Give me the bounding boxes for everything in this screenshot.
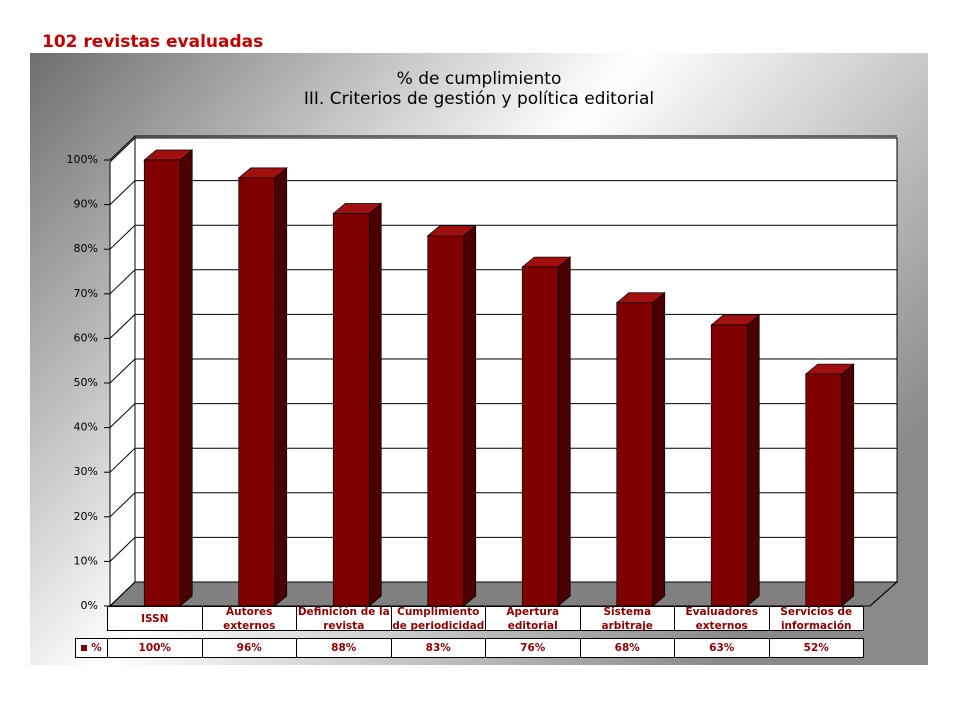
floor [108,581,899,607]
value-label: 88% [296,638,392,658]
y-tick-label: 60% [74,331,98,344]
x-tick-label: Autores externos [201,606,297,632]
y-tick-label: 30% [74,465,98,478]
grid-line [109,224,897,250]
y-tick-label: 90% [74,198,98,211]
y-tick-label: 20% [74,510,98,523]
x-tick-label: Apertura editorial [485,606,581,632]
value-label: 63% [674,638,770,658]
chart-title: % de cumplimiento [397,69,562,89]
value-label: 76% [485,638,581,658]
bar [427,235,465,607]
bar [710,324,748,607]
bar-side [274,167,288,607]
bar-side [652,291,666,607]
legend-swatch [81,645,88,651]
x-tick-label: Cumplimiento de periodicidad [390,605,486,632]
y-tick-label: 40% [74,421,98,434]
x-tick-label: Definición de la revista [296,605,392,632]
bar [616,302,654,607]
legend-label: % [91,642,102,654]
side-wall [109,136,136,608]
bar [143,159,181,607]
chart-title: III. Criterios de gestión y política edi… [304,89,654,109]
bar-side [368,202,382,607]
x-tick-label: Servicios de información [768,606,864,632]
bar [805,373,843,607]
bar-side [179,149,193,607]
value-label: 100% [107,638,203,658]
floor-edge [869,581,898,607]
legend-cell: % [75,638,108,658]
bar-side [841,363,855,607]
bar-side [557,256,571,607]
grid-line [109,135,897,161]
bar-side [463,225,477,607]
heading: 102 revistas evaluadas [42,32,263,52]
table-corner [75,606,107,630]
value-label: 96% [201,638,297,658]
y-tick-label: 100% [67,153,98,166]
y-tick-label: 10% [74,554,98,567]
y-tick-label: 0% [81,599,98,612]
bar [332,213,370,607]
bar [238,177,276,607]
grid-line [109,269,897,295]
value-label: 52% [768,638,864,658]
y-tick-label: 70% [74,287,98,300]
x-tick-label: Sistema arbitraje [579,606,675,632]
grid-line [109,180,897,205]
value-label: 68% [579,638,675,658]
value-label: 83% [390,638,486,658]
x-tick-label: ISSN [107,606,203,631]
y-tick-label: 80% [74,242,98,255]
x-tick-label: Evaluadores externos [674,606,770,632]
y-tick-label: 50% [74,376,98,389]
bar [521,266,559,607]
bar-side [746,314,760,607]
